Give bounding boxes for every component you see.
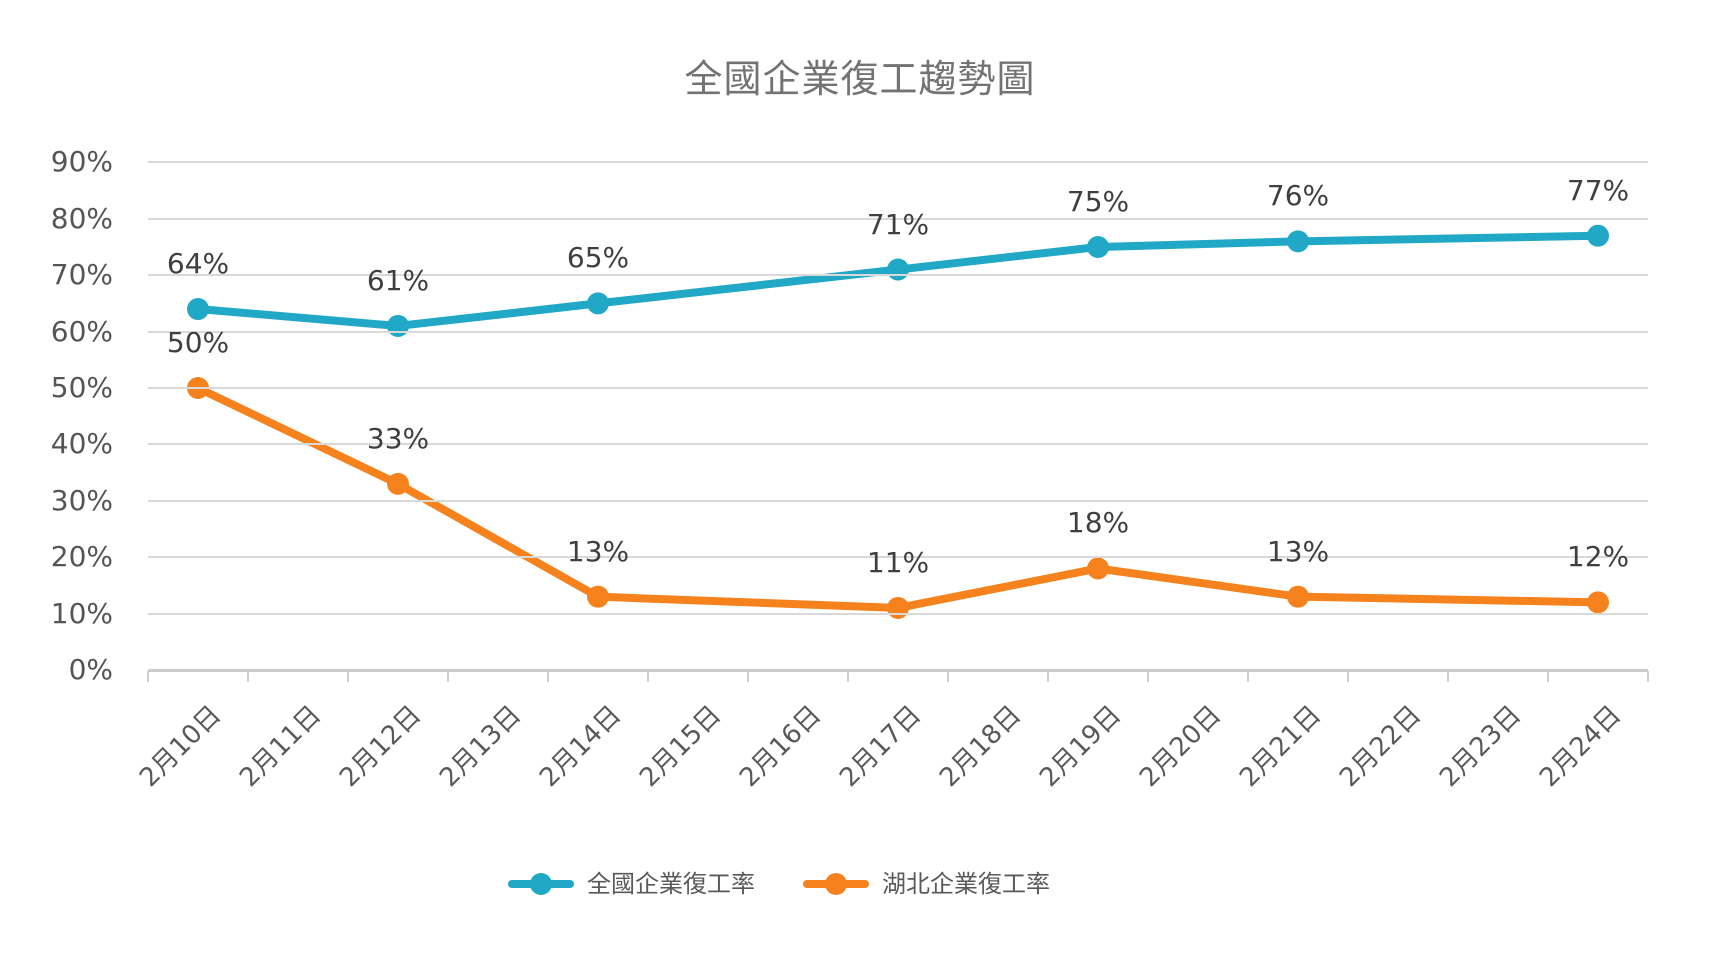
x-axis-tick (447, 671, 449, 682)
gridline (148, 274, 1648, 277)
data-point-marker (1087, 236, 1109, 258)
x-axis-tick (347, 671, 349, 682)
data-point-label: 65% (566, 241, 630, 275)
y-axis-tick-label: 30% (50, 483, 113, 517)
x-axis-tick (1147, 671, 1149, 682)
gridline (148, 556, 1648, 559)
x-axis-tick (1447, 671, 1449, 682)
x-axis-tick (747, 671, 749, 682)
legend-swatch-national (508, 872, 574, 896)
y-axis-tick-label: 0% (68, 653, 113, 686)
gridline (148, 217, 1648, 220)
data-point-label: 77% (1566, 173, 1630, 207)
legend-item-label: 湖北企業復工率 (882, 870, 1050, 898)
data-point-marker (1087, 557, 1109, 580)
legend: 全國企業復工率 湖北企業復工率 (508, 870, 1050, 898)
x-axis-tick (1647, 671, 1649, 682)
data-point-marker (1587, 224, 1609, 247)
data-point-label: 61% (366, 263, 430, 297)
data-point-marker (1287, 585, 1309, 608)
x-axis-line (148, 669, 1648, 672)
data-point-label: 33% (366, 421, 430, 455)
x-axis-tick (1247, 671, 1249, 682)
data-point-label: 13% (566, 534, 630, 568)
data-point-marker (387, 314, 409, 337)
data-point-label: 12% (1566, 540, 1630, 574)
legend-item-label: 全國企業復工率 (587, 870, 755, 898)
data-point-label: 64% (166, 247, 230, 281)
data-point-marker (1587, 591, 1609, 614)
y-axis-tick-label: 20% (50, 540, 113, 574)
legend-swatch-hubei (803, 872, 869, 896)
y-axis-tick-label: 90% (50, 145, 113, 179)
data-point-label: 50% (166, 326, 230, 359)
gridline (148, 387, 1648, 389)
x-axis-tick (147, 671, 149, 682)
data-point-label: 75% (1066, 185, 1130, 218)
data-point-marker (387, 472, 409, 495)
data-point-marker (187, 298, 209, 321)
y-axis-tick-label: 50% (50, 371, 113, 404)
dot-swatch-icon (530, 873, 552, 895)
y-axis-tick-label: 80% (50, 201, 113, 235)
x-axis-tick (547, 671, 549, 682)
data-point-label: 13% (1266, 534, 1330, 568)
legend-item-hubei: 湖北企業復工率 (803, 870, 1050, 898)
y-axis-tick-label: 10% (50, 596, 113, 630)
chart-title: 全國企業復工趨勢圖 (684, 57, 1036, 101)
legend-item-national: 全國企業復工率 (508, 870, 755, 898)
gridline (148, 443, 1648, 446)
data-point-marker (887, 596, 909, 619)
x-axis-tick (1047, 671, 1049, 682)
y-axis-tick-label: 70% (50, 258, 113, 292)
x-axis-tick (847, 671, 849, 682)
x-axis-tick (247, 671, 249, 682)
data-point-label: 18% (1066, 506, 1130, 540)
data-point-label: 76% (1266, 179, 1330, 213)
gridline (148, 499, 1648, 502)
dot-swatch-icon (825, 873, 847, 895)
y-axis-tick-label: 60% (50, 314, 113, 348)
data-point-marker (587, 585, 609, 608)
data-point-marker (887, 258, 909, 281)
gridline (148, 612, 1648, 615)
x-axis-tick (1347, 671, 1349, 682)
data-point-marker (1287, 230, 1309, 253)
x-axis-tick (1547, 671, 1549, 682)
gridline (148, 330, 1648, 333)
data-point-marker (587, 292, 609, 315)
y-axis-tick-label: 40% (50, 427, 113, 461)
x-axis-tick (947, 671, 949, 682)
x-axis-tick (647, 671, 649, 682)
data-point-label: 71% (866, 207, 930, 241)
data-point-label: 11% (866, 545, 930, 579)
gridline (148, 161, 1648, 164)
